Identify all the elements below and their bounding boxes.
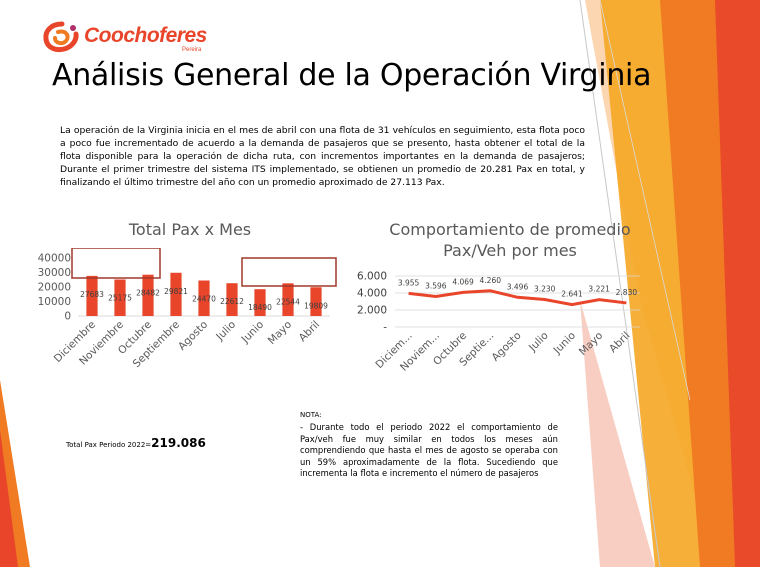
bar-data-label: 24470 [192,295,216,304]
bar-x-tick-label: Mayo [266,319,294,347]
line-chart: 6.0004.0002.000-3.955Diciem...3.596Novie… [357,271,640,374]
bar [282,283,294,316]
bar-y-tick-label: 30000 [38,267,71,279]
bar [86,275,98,316]
bar-data-label: 22544 [276,297,300,306]
bar-data-label: 28482 [136,289,160,298]
line-data-label: 3.496 [507,282,529,291]
bar [198,280,210,316]
bar-x-tick-label: Agosto [176,319,210,353]
line-data-label: 3.221 [588,285,610,294]
page-title: Análisis General de la Operación Virgini… [52,58,652,93]
bar [142,274,154,316]
total-pax-value: 219.086 [151,436,206,450]
line-data-label: 4.260 [480,276,502,285]
line-x-tick-label: Junio [551,330,578,357]
line-data-label: 3.596 [425,281,447,290]
note-text: - Durante todo el periodo 2022 el compor… [300,422,558,479]
line-data-label: 2.641 [561,290,583,299]
line-data-label: 3.955 [398,278,420,287]
line-y-tick-label: 4.000 [357,288,387,300]
line-series [408,289,627,307]
bar [226,283,238,316]
bar-chart: 40000300002000010000027683Diciembre25175… [38,248,337,370]
bar-data-label: 27683 [80,290,104,299]
bar [114,279,126,316]
bar-data-label: 18490 [248,303,272,312]
coochoferes-logo: Coochoferes Pereira [42,20,217,56]
line-x-tick-label: Abril [607,330,632,355]
bar-data-label: 25175 [108,293,132,302]
line-x-tick-label: Mayo [577,330,605,358]
line-y-tick-label: 6.000 [357,271,387,283]
bar-y-tick-label: 20000 [38,282,71,294]
bar [310,287,322,316]
line-x-tick-label: Julio [526,330,551,355]
bar-y-tick-label: 0 [64,311,71,323]
bar [254,289,266,316]
bar-data-label: 19809 [304,301,328,310]
total-pax: Total Pax Periodo 2022=219.086 [66,436,206,450]
logo-swirl-icon [43,21,79,53]
line-chart-title: Comportamiento de promedio Pax/Veh por m… [389,220,631,260]
total-pax-label: Total Pax Periodo 2022= [66,441,152,449]
line-data-label: 2.830 [616,288,638,297]
logo-sub-text: Pereira [182,47,202,53]
bar-data-label: 29821 [164,287,188,296]
highlight-box-last-quarter [71,248,161,279]
logo-brand-text: Coochoferes [84,24,207,47]
bar-chart-title: Total Pax x Mes [128,220,252,239]
line-y-tick-label: - [383,322,387,334]
line-y-tick-label: 2.000 [357,305,387,317]
line-data-label: 3.230 [534,285,556,294]
note-box: NOTA: - Durante todo el periodo 2022 el … [300,410,558,479]
bar-y-tick-label: 40000 [38,253,71,265]
bar-y-tick-label: 10000 [38,296,71,308]
line-data-label: 4.069 [452,277,474,286]
bar-data-label: 22612 [220,297,244,306]
bar [170,272,182,316]
line-x-tick-label: Agosto [489,330,523,364]
bar-x-tick-label: Julio [213,319,238,344]
highlight-box-first-quarter [241,257,337,287]
bar-x-tick-label: Junio [239,319,266,346]
intro-paragraph: La operación de la Virginia inicia en el… [60,125,585,188]
note-heading: NOTA: [300,411,322,419]
bar-x-tick-label: Abril [297,319,322,344]
